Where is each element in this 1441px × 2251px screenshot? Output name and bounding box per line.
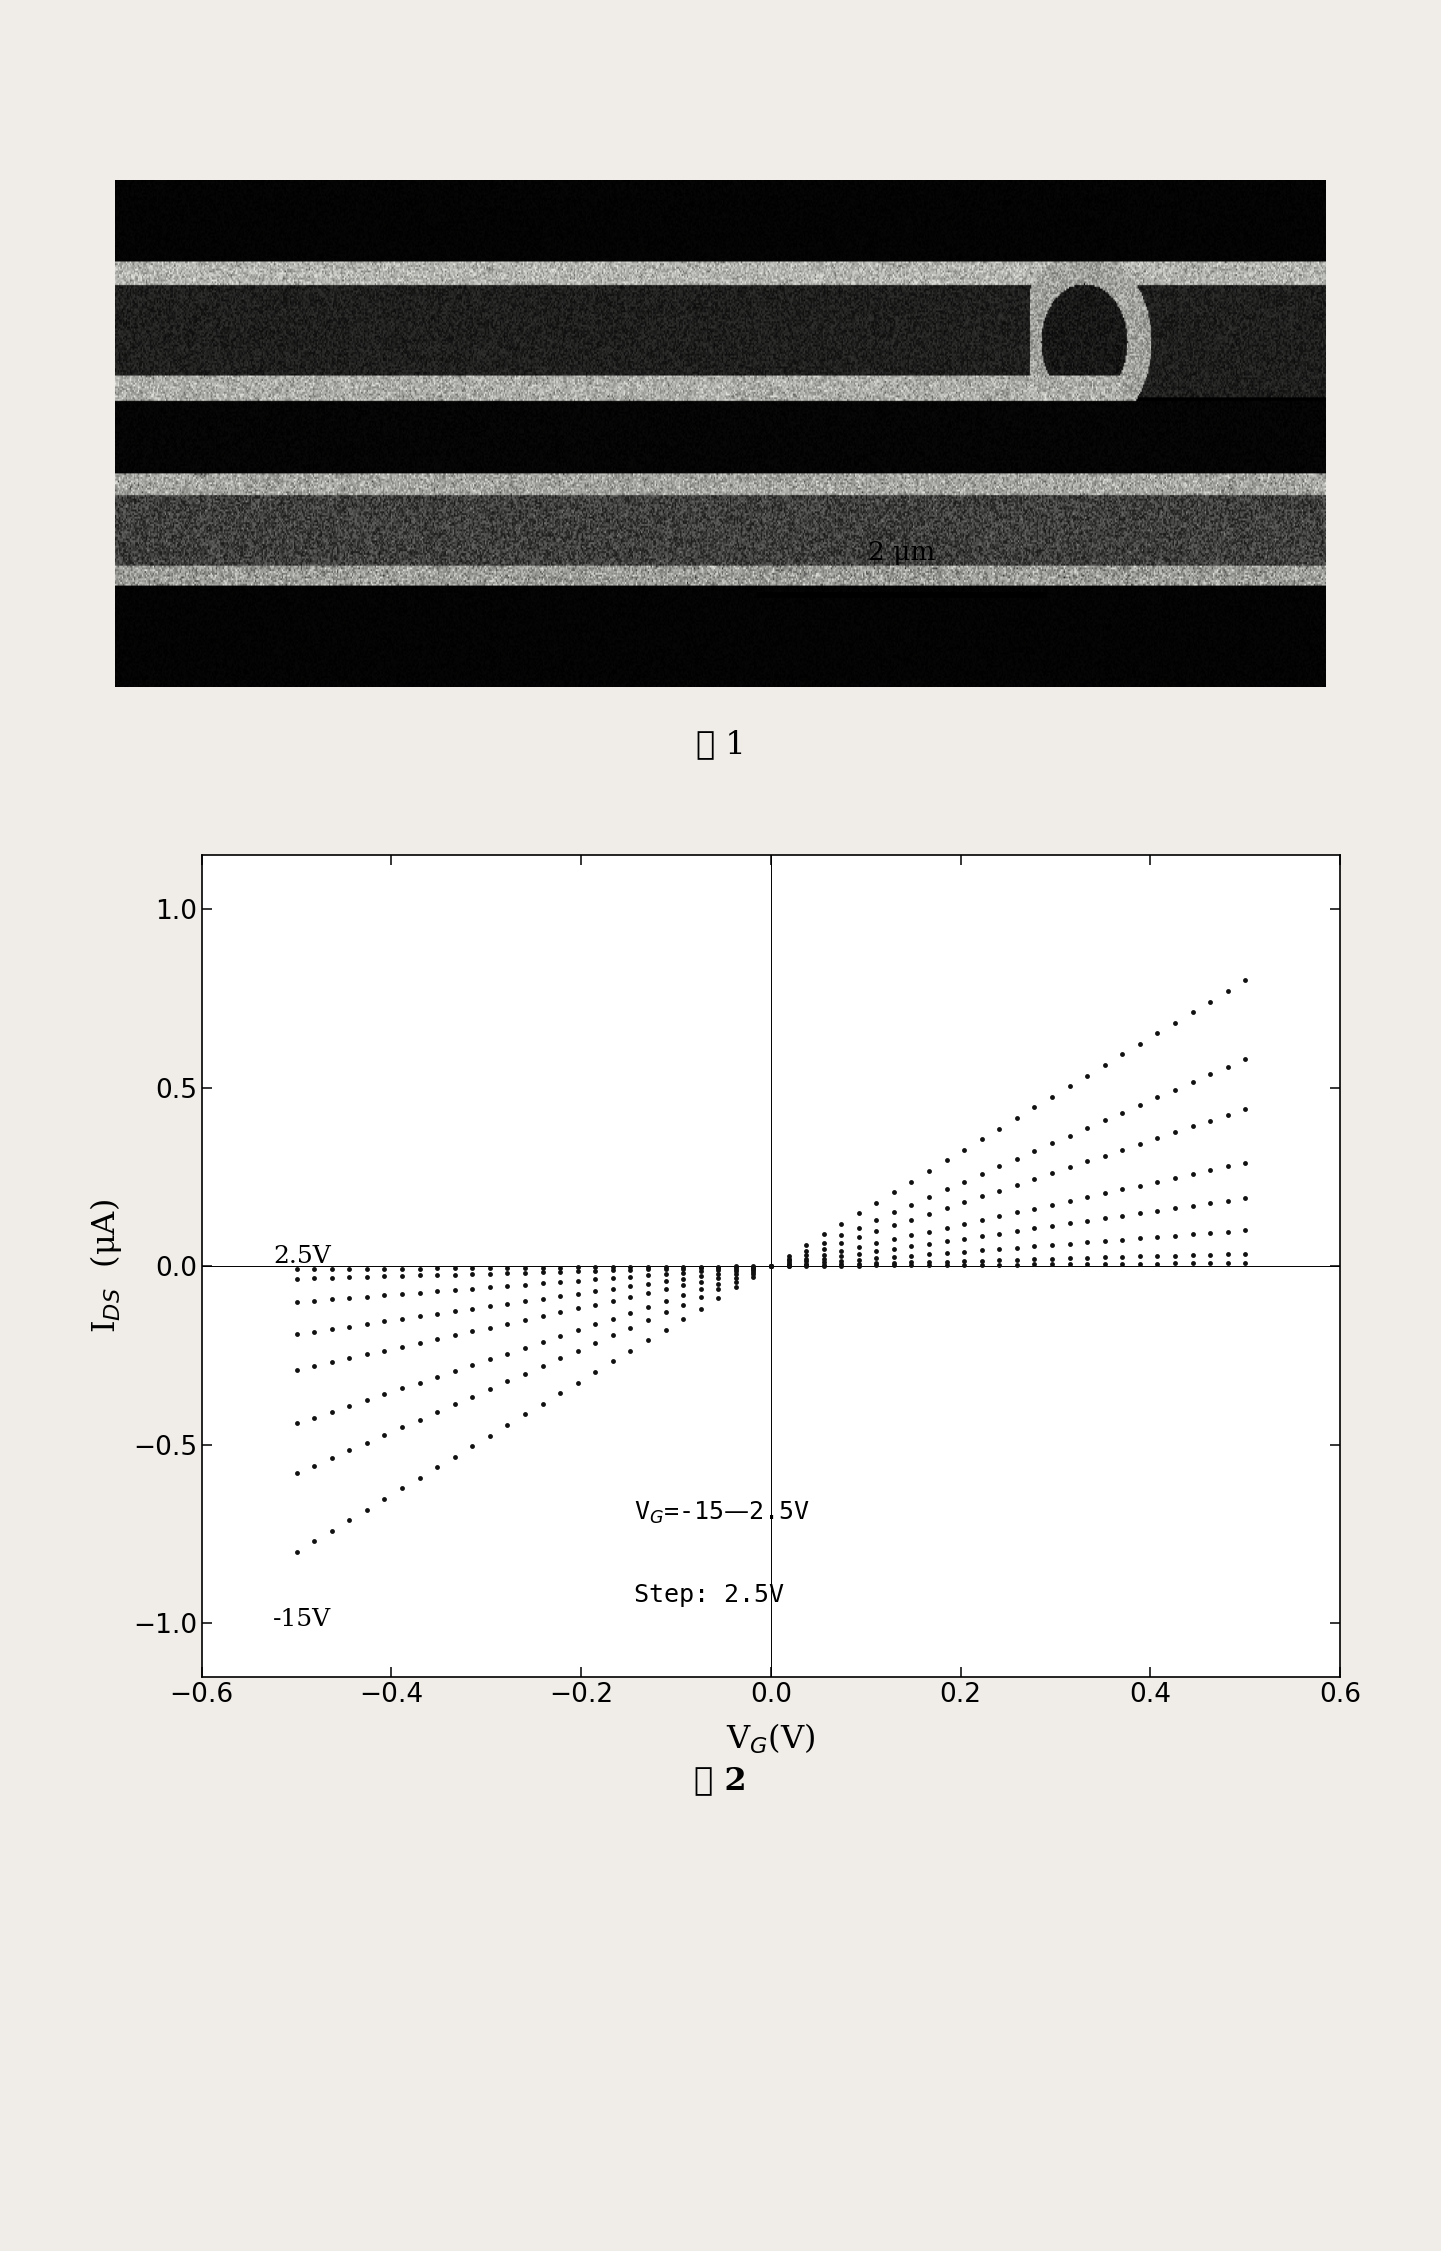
Text: 图 1: 图 1	[696, 729, 745, 761]
Text: Step: 2.5V: Step: 2.5V	[634, 1582, 784, 1607]
Text: V$_{G}$=-15—2.5V: V$_{G}$=-15—2.5V	[634, 1499, 811, 1526]
Text: 2.5V: 2.5V	[272, 1245, 330, 1267]
Text: 2 μm: 2 μm	[869, 540, 935, 565]
Text: 图 2: 图 2	[695, 1765, 746, 1796]
Text: -15V: -15V	[272, 1607, 331, 1632]
Y-axis label: I$_{DS}$  (μA): I$_{DS}$ (μA)	[88, 1200, 124, 1333]
X-axis label: V$_{G}$(V): V$_{G}$(V)	[726, 1722, 816, 1756]
